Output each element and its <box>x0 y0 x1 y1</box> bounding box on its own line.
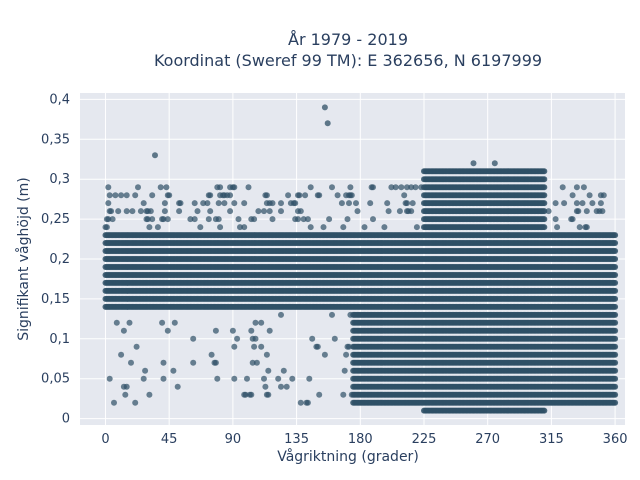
data-point <box>612 264 619 270</box>
data-point <box>612 248 619 254</box>
data-point <box>612 240 619 246</box>
data-point <box>612 279 619 286</box>
data-point <box>612 232 619 239</box>
data-point <box>612 256 619 262</box>
data-points <box>102 104 619 414</box>
data-point <box>612 303 619 310</box>
data-point <box>612 295 619 302</box>
data-point <box>612 272 619 278</box>
data-point <box>612 287 619 294</box>
